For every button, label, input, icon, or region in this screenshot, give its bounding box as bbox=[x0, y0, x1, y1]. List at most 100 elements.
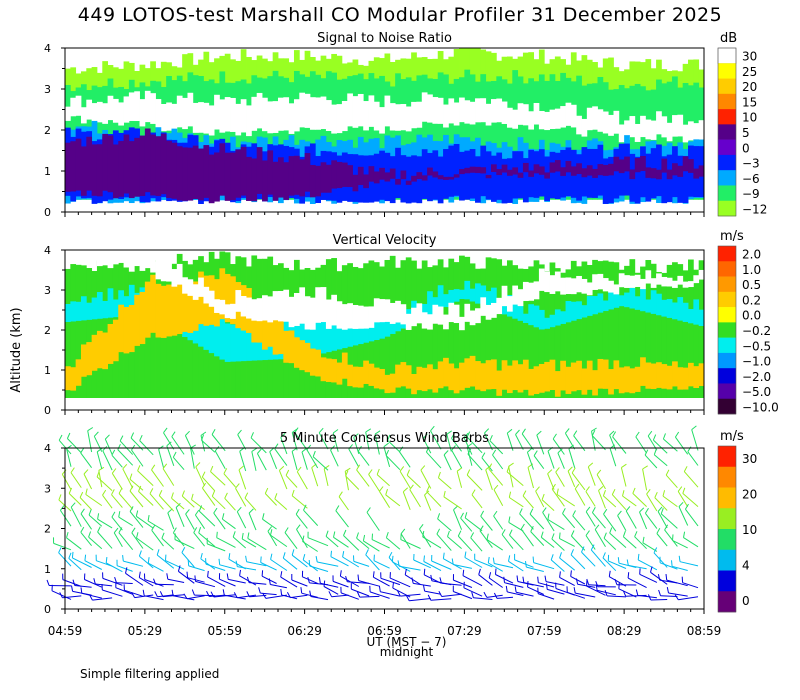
wind-barb-flag bbox=[356, 591, 361, 598]
heatmap-cell bbox=[597, 358, 604, 389]
heatmap-cell bbox=[171, 142, 178, 199]
heatmap-cell bbox=[331, 359, 337, 383]
heatmap-cell bbox=[650, 168, 657, 179]
wind-barb bbox=[632, 493, 647, 507]
wind-barb-flag bbox=[138, 485, 142, 492]
heatmap-cell bbox=[608, 369, 614, 395]
wind-barb bbox=[406, 474, 421, 489]
heatmap-cell bbox=[198, 271, 204, 325]
wind-barb-flag bbox=[420, 465, 426, 471]
wind-barb-flag bbox=[366, 507, 371, 513]
wind-barb-flag bbox=[357, 445, 362, 452]
heatmap-cell bbox=[480, 167, 487, 174]
heatmap-cell bbox=[325, 164, 332, 193]
heatmap-cell bbox=[688, 308, 694, 324]
wind-barb-flag bbox=[270, 529, 273, 536]
heatmap-cell bbox=[602, 111, 609, 134]
wind-barb-flag bbox=[246, 576, 250, 583]
heatmap-cell bbox=[437, 285, 444, 310]
heatmap-cell bbox=[443, 314, 449, 330]
colorbar-label-1: 0.2 bbox=[742, 293, 761, 307]
wind-barb bbox=[484, 432, 493, 451]
wind-barb bbox=[186, 595, 205, 600]
colorbar-label-1: 0.0 bbox=[742, 309, 761, 323]
heatmap-cell bbox=[464, 256, 471, 398]
wind-barb bbox=[665, 474, 678, 489]
wind-barb bbox=[373, 560, 390, 569]
heatmap-cell bbox=[581, 261, 588, 398]
heatmap-cell bbox=[437, 156, 444, 204]
wind-barb bbox=[400, 533, 411, 549]
wind-barb bbox=[659, 562, 678, 570]
y-tick-label: 1 bbox=[44, 563, 51, 576]
wind-barb-flag bbox=[443, 450, 449, 456]
heatmap-cell bbox=[491, 287, 497, 311]
colorbar-label-0: 20 bbox=[742, 80, 757, 94]
x-tick-label: 07:29 bbox=[447, 624, 482, 638]
wind-barb bbox=[460, 517, 473, 532]
heatmap-cell bbox=[235, 322, 242, 362]
wind-barb-flag bbox=[136, 532, 139, 539]
heatmap-cell bbox=[128, 256, 135, 272]
wind-barb-flag bbox=[171, 492, 174, 499]
wind-barb-flag bbox=[159, 591, 164, 597]
heatmap-cell bbox=[549, 151, 556, 199]
wind-barb-flag bbox=[211, 429, 216, 435]
wind-barb-flag bbox=[307, 576, 310, 584]
heatmap-cell bbox=[650, 363, 657, 390]
wind-barb-flag bbox=[411, 577, 414, 584]
heatmap-cell bbox=[443, 267, 449, 398]
heatmap-cell bbox=[677, 367, 684, 390]
heatmap-cell bbox=[309, 310, 316, 357]
heatmap-cell bbox=[475, 308, 481, 324]
heatmap-cell bbox=[624, 120, 630, 140]
heatmap-cell bbox=[416, 366, 423, 391]
wind-barb-flag bbox=[684, 503, 689, 510]
heatmap-cell bbox=[629, 287, 636, 309]
heatmap-cell bbox=[554, 271, 561, 292]
wind-barb-flag bbox=[652, 434, 657, 441]
heatmap-cell bbox=[123, 296, 130, 317]
wind-barb-flag bbox=[207, 570, 209, 577]
colorbar-swatch-2 bbox=[718, 487, 736, 509]
heatmap-cell bbox=[224, 97, 231, 132]
wind-barb-flag bbox=[611, 488, 616, 495]
wind-barb bbox=[331, 594, 349, 598]
wind-barb-flag bbox=[323, 580, 326, 587]
wind-barb-flag bbox=[118, 511, 121, 518]
heatmap-cell bbox=[427, 94, 433, 123]
wind-barb bbox=[161, 537, 175, 550]
wind-barb-flag bbox=[544, 575, 547, 582]
colorbar-swatch-0 bbox=[718, 63, 736, 79]
wind-barb-flag bbox=[248, 508, 254, 514]
heatmap-cell bbox=[432, 265, 439, 398]
wind-barb-flag bbox=[344, 467, 351, 472]
heatmap-cell bbox=[400, 79, 407, 200]
wind-barb-flag bbox=[258, 587, 261, 594]
wind-barb-flag bbox=[206, 590, 210, 597]
wind-barb bbox=[118, 516, 133, 527]
heatmap-cell bbox=[352, 75, 359, 200]
heatmap-cell bbox=[581, 305, 588, 318]
wind-barb-flag bbox=[642, 536, 645, 543]
wind-barb bbox=[193, 532, 205, 547]
heatmap-cell bbox=[214, 152, 220, 202]
wind-barb-flag bbox=[318, 577, 321, 584]
wind-barb bbox=[530, 531, 545, 546]
wind-barb-flag bbox=[70, 467, 75, 473]
wind-barb bbox=[62, 579, 82, 587]
heatmap-cell bbox=[235, 81, 242, 200]
wind-barb-flag bbox=[646, 488, 651, 495]
heatmap-cell bbox=[544, 317, 550, 329]
heatmap-cell bbox=[331, 72, 337, 200]
wind-barb bbox=[301, 451, 308, 470]
wind-barb-flag bbox=[122, 555, 124, 562]
wind-barb-flag bbox=[489, 434, 493, 441]
wind-barb bbox=[464, 517, 483, 532]
wind-barb-flag bbox=[66, 432, 71, 439]
heatmap-cell bbox=[427, 314, 433, 330]
wind-barb-flag bbox=[462, 569, 465, 576]
wind-barb-flag bbox=[194, 509, 200, 516]
wind-barb bbox=[541, 499, 555, 511]
heatmap-cell bbox=[240, 146, 247, 196]
